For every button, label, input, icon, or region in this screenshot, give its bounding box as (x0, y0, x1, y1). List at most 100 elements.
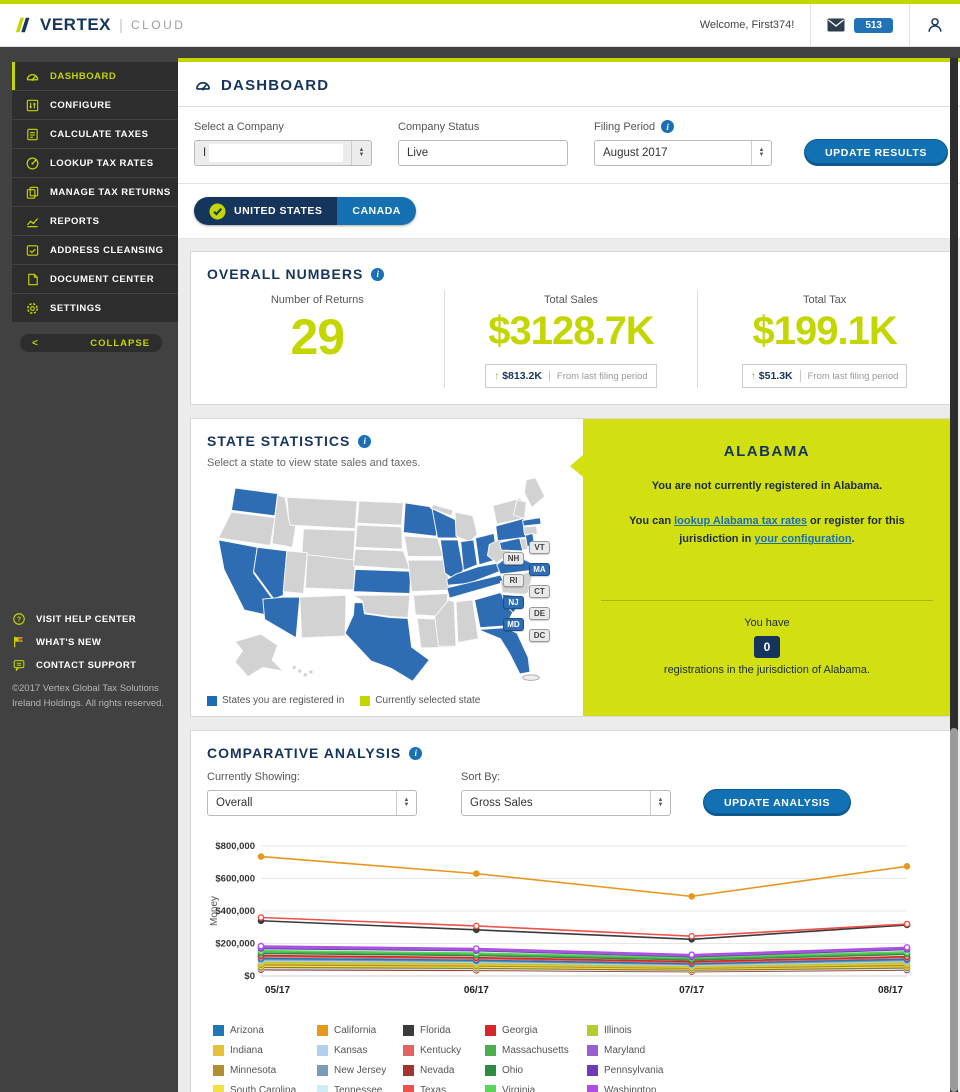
messages-button[interactable]: 513 (810, 4, 909, 46)
account-button[interactable] (909, 4, 960, 46)
tab-canada[interactable]: CANADA (337, 197, 416, 225)
sidebar-item-calculate-taxes[interactable]: CALCULATE TAXES (12, 120, 178, 148)
sidebar-item-settings[interactable]: SETTINGS (12, 294, 178, 322)
currently-showing-select[interactable]: Overall ▲ ▼ (207, 790, 417, 816)
map-state-OR[interactable] (217, 511, 276, 546)
company-status-input[interactable]: Live (398, 140, 568, 166)
map-state-HI[interactable] (291, 664, 297, 670)
map-state-MS[interactable] (434, 599, 457, 647)
data-point[interactable] (473, 870, 480, 877)
map-state-AL[interactable] (455, 599, 479, 644)
map-state-HI[interactable] (308, 669, 314, 675)
map-state-UT[interactable] (282, 550, 308, 594)
map-state-ND[interactable] (356, 500, 404, 526)
map-state-NE[interactable] (352, 548, 411, 570)
page-scrollbar[interactable] (950, 58, 958, 1092)
map-state-AZ[interactable] (262, 596, 301, 639)
data-point[interactable] (257, 942, 265, 950)
state-chip-RI[interactable]: RI (503, 574, 524, 587)
map-state-HI[interactable] (297, 668, 303, 674)
state-chip-DC[interactable]: DC (529, 629, 550, 642)
state-chip-NH[interactable]: NH (503, 552, 524, 565)
state-chip-VT[interactable]: VT (529, 541, 550, 554)
lookup-tax-rates-link[interactable]: lookup Alabama tax rates (674, 515, 807, 528)
chart-legend-item-virginia: Virginia (485, 1085, 587, 1092)
info-icon[interactable]: i (358, 434, 372, 448)
data-point[interactable] (903, 944, 911, 951)
scrollbar-thumb[interactable] (950, 728, 958, 1092)
your-configuration-link[interactable]: your configuration (754, 533, 852, 546)
map-state-CT[interactable] (522, 525, 538, 535)
help-link-help[interactable]: ? VISIT HELP CENTER (12, 612, 172, 626)
sort-by-select[interactable]: Gross Sales ▲ ▼ (461, 790, 671, 816)
data-point[interactable] (688, 951, 695, 959)
legend-label: Maryland (604, 1045, 646, 1056)
chart-legend-item-nevada: Nevada (403, 1065, 485, 1076)
map-state-WA[interactable] (230, 487, 279, 517)
us-map[interactable]: NH RI NJ MD VT MA CT DE DC (207, 477, 559, 687)
map-state-MIU[interactable] (430, 504, 454, 517)
data-point[interactable] (473, 945, 480, 952)
sidebar-item-dashboard[interactable]: DASHBOARD (12, 62, 178, 90)
redacted-value (209, 144, 343, 162)
map-state-NM[interactable] (299, 594, 347, 639)
state-chip-NJ[interactable]: NJ (503, 596, 524, 609)
data-point[interactable] (257, 853, 265, 860)
map-state-HI[interactable] (302, 672, 308, 678)
update-results-button[interactable]: UPDATE RESULTS (804, 139, 948, 166)
info-icon[interactable]: i (409, 746, 423, 760)
map-state-TX[interactable] (344, 602, 430, 682)
comparative-analysis-section: COMPARATIVE ANALYSIS i Currently Showing… (190, 730, 952, 1092)
map-state-MD[interactable] (498, 537, 525, 552)
help-link-flag[interactable]: WHAT'S NEW (12, 635, 172, 649)
info-icon[interactable]: i (371, 267, 385, 281)
info-icon[interactable]: i (661, 120, 675, 133)
series-kentucky (260, 955, 908, 964)
map-state-ID[interactable] (271, 494, 297, 548)
data-point[interactable] (903, 863, 911, 870)
state-chip-DE[interactable]: DE (529, 607, 550, 620)
legend-swatch (317, 1085, 328, 1092)
map-state-MI[interactable] (454, 511, 478, 543)
map-state-AK[interactable] (234, 633, 285, 678)
state-chip-MA[interactable]: MA (529, 563, 550, 576)
sidebar-item-document-center[interactable]: DOCUMENT CENTER (12, 265, 178, 293)
map-state-FL[interactable] (478, 627, 531, 675)
sidebar-item-reports[interactable]: REPORTS (12, 207, 178, 235)
map-state-MA[interactable] (522, 517, 542, 527)
brand-name: VERTEX (40, 15, 112, 34)
data-point[interactable] (257, 914, 265, 921)
map-state-MT[interactable] (286, 496, 358, 530)
data-point[interactable] (688, 893, 695, 900)
map-state-IN[interactable] (460, 539, 478, 572)
user-icon (926, 16, 944, 34)
data-point[interactable] (473, 922, 480, 930)
tab-united-states[interactable]: UNITED STATES (194, 197, 338, 225)
state-chip-CT[interactable]: CT (529, 585, 550, 598)
map-state-IA[interactable] (403, 535, 444, 557)
delta-divider (548, 370, 550, 382)
map-state-OK[interactable] (351, 594, 411, 619)
legend-label: Arizona (230, 1025, 264, 1036)
chart-legend-item-illinois: Illinois (587, 1025, 717, 1036)
data-point[interactable] (903, 920, 911, 928)
stat-value: $199.1K (752, 309, 897, 353)
data-point[interactable] (688, 932, 695, 940)
sidebar-item-configure[interactable]: CONFIGURE (12, 91, 178, 119)
filing-period-select[interactable]: August 2017 ▲ ▼ (594, 140, 772, 166)
sidebar-item-manage-tax-returns[interactable]: MANAGE TAX RETURNS (12, 178, 178, 206)
collapse-sidebar-button[interactable]: < COLLAPSE (20, 334, 162, 352)
company-select[interactable]: I ▲ ▼ (194, 140, 372, 166)
sidebar-item-address-cleansing[interactable]: ADDRESS CLEANSING (12, 236, 178, 264)
map-state-ME[interactable] (523, 477, 546, 509)
state-chip-MD[interactable]: MD (503, 618, 524, 631)
map-state-SD[interactable] (354, 524, 403, 550)
map-state-CO[interactable] (304, 554, 356, 591)
delta-value: $51.3K (758, 370, 793, 382)
map-state-KS[interactable] (352, 568, 412, 594)
sidebar-item-lookup-tax-rates[interactable]: LOOKUP TAX RATES (12, 149, 178, 177)
help-link-chat[interactable]: CONTACT SUPPORT (12, 658, 172, 672)
map-state-VT[interactable] (512, 499, 527, 520)
update-analysis-button[interactable]: UPDATE ANALYSIS (703, 789, 852, 816)
panel-divider (600, 600, 933, 602)
